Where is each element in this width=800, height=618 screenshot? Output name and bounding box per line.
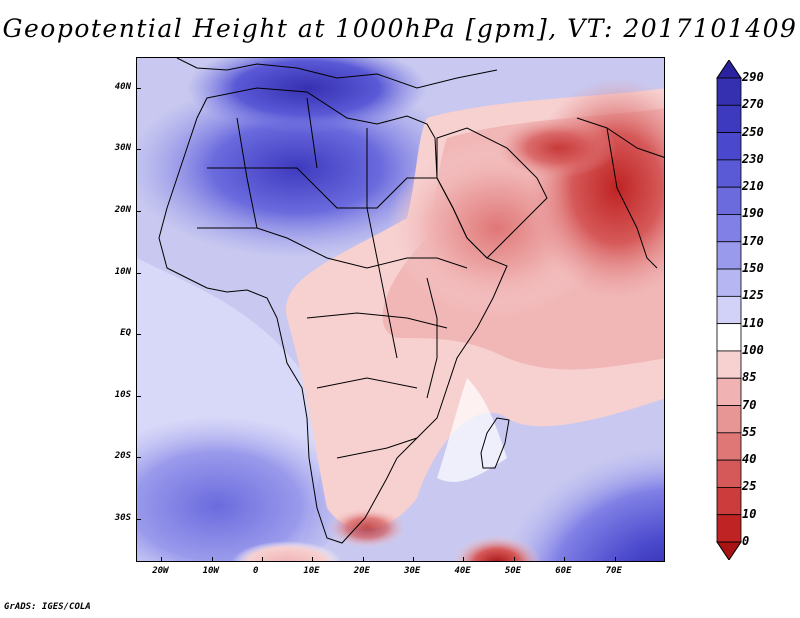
colorbar-top-triangle: [716, 60, 742, 79]
lon-tick-label: 0: [252, 566, 259, 576]
lon-tick-label: 10E: [303, 566, 320, 576]
colorbar-level-label: 210: [742, 179, 764, 194]
colorbar-segment: [716, 186, 742, 215]
geopotential-map: [137, 58, 664, 561]
lon-tick: [564, 557, 566, 562]
colorbar-level-label: 250: [742, 124, 764, 139]
map-frame: [136, 57, 665, 562]
colorbar-level-label: 270: [742, 97, 764, 112]
lat-tick-label: 30N: [114, 143, 131, 154]
lon-tick-label: 20E: [353, 566, 370, 576]
colorbar-level-label: 150: [742, 261, 764, 276]
lon-tick: [362, 557, 364, 562]
colorbar-level-label: 10: [742, 506, 757, 521]
colorbar-level-label: 290: [742, 70, 764, 84]
lon-tick: [211, 557, 213, 562]
lon-tick-label: 70E: [605, 566, 622, 576]
colorbar-level-label: 125: [742, 288, 764, 303]
lon-tick: [463, 557, 465, 562]
colorbar: [716, 60, 742, 560]
colorbar-segment: [716, 350, 742, 379]
colorbar-level-label: 85: [742, 370, 757, 385]
lon-tick-label: 60E: [555, 566, 572, 576]
colorbar-level-label: 25: [742, 479, 757, 494]
colorbar-segment: [716, 432, 742, 461]
colorbar-level-label: 110: [742, 315, 764, 330]
lat-tick-label: 10S: [114, 389, 131, 400]
colorbar-level-label: 40: [742, 452, 757, 467]
lat-tick-label: EQ: [120, 328, 131, 339]
colorbar-level-label: 100: [742, 342, 764, 357]
colorbar-segment: [716, 405, 742, 434]
lat-tick-label: 20N: [114, 204, 131, 215]
colorbar-segment: [716, 214, 742, 243]
colorbar-segment: [716, 268, 742, 297]
chart-title: Geopotential Height at 1000hPa [gpm], VT…: [2, 14, 798, 43]
lat-tick: [136, 87, 141, 89]
colorbar-segment: [716, 132, 742, 161]
lat-tick: [136, 395, 141, 397]
colorbar-segment: [716, 104, 742, 133]
lat-tick: [136, 272, 141, 274]
lat-tick: [136, 457, 141, 459]
colorbar-segment: [716, 377, 742, 406]
colorbar-segment: [716, 514, 742, 543]
colorbar-level-label: 170: [742, 233, 764, 248]
lon-tick-label: 10W: [202, 566, 219, 576]
lon-tick: [161, 557, 163, 562]
colorbar-level-label: 70: [742, 397, 757, 412]
colorbar-segment: [716, 159, 742, 188]
colorbar-segment: [716, 295, 742, 325]
lon-tick: [513, 557, 515, 562]
colorbar-segment: [716, 241, 742, 270]
grads-credit: GrADS: IGES/COLA: [4, 602, 91, 612]
lat-tick-label: 20S: [114, 451, 131, 462]
lon-tick-label: 40E: [454, 566, 471, 576]
colorbar-segment: [716, 459, 742, 488]
colorbar-level-label: 55: [742, 424, 757, 439]
lat-tick-label: 40N: [114, 81, 131, 92]
colorbar-level-label: 0: [742, 534, 750, 548]
lon-tick: [614, 557, 616, 562]
colorbar-segment: [716, 487, 742, 516]
lat-tick: [136, 210, 141, 212]
colorbar-segment: [716, 77, 742, 106]
colorbar-level-label: 230: [742, 151, 764, 166]
lon-tick: [312, 557, 314, 562]
colorbar-bottom-triangle: [716, 541, 742, 560]
lat-tick: [136, 149, 141, 151]
colorbar-segment: [716, 323, 742, 352]
lat-tick: [136, 334, 141, 336]
lon-tick: [413, 557, 415, 562]
lat-tick: [136, 518, 141, 520]
coastlines: [158, 58, 664, 544]
lon-tick-label: 20W: [152, 566, 169, 576]
lon-tick: [261, 557, 263, 562]
lon-tick-label: 50E: [504, 566, 522, 576]
lon-tick-label: 30E: [404, 566, 421, 576]
lat-tick-label: 30S: [114, 512, 131, 523]
colorbar-level-label: 190: [742, 206, 764, 221]
lat-tick-label: 10N: [114, 266, 131, 277]
